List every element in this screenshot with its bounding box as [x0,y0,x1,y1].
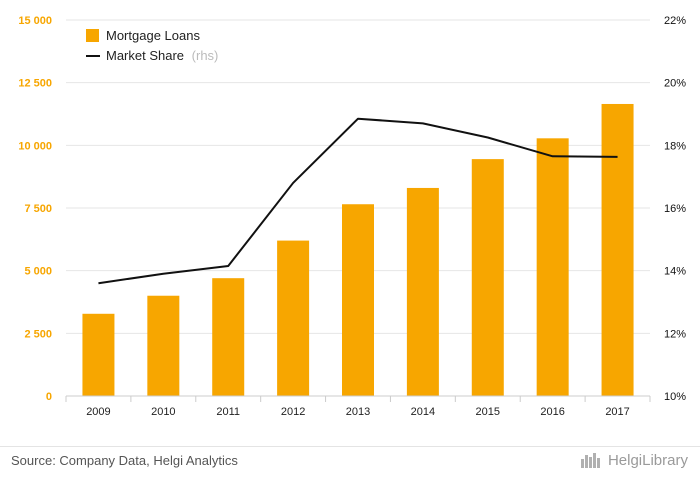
legend: Mortgage Loans Market Share (rhs) [86,28,218,63]
bar-2011 [212,278,245,396]
footer: Source: Company Data, Helgi Analytics He… [0,446,700,483]
legend-label-market-share-text: Market Share [106,48,184,63]
legend-label-market-share-suffix: (rhs) [192,48,219,63]
y-left-tick-label: 7 500 [24,203,52,215]
x-tick-label: 2017 [605,406,629,418]
x-tick-label: 2014 [411,406,435,418]
x-tick-label: 2016 [540,406,564,418]
legend-swatch-mortgage-loans [86,29,99,42]
y-right-tick-label: 20% [664,78,686,90]
y-left-tick-label: 5 000 [24,266,52,278]
x-tick-label: 2015 [476,406,500,418]
bar-2012 [277,240,310,396]
y-axis-left: 0 2 500 5 000 7 500 10 000 12 500 15 000 [18,15,52,403]
y-left-tick-label: 10 000 [18,140,52,152]
source-note: Source: Company Data, Helgi Analytics [11,453,238,468]
market-share-line [98,117,618,285]
legend-label-market-share: Market Share (rhs) [106,48,218,63]
bar-2010 [147,295,180,396]
brand-name: HelgiLibrary [607,451,688,469]
bar-2017 [601,103,634,397]
bar-2016 [536,138,569,396]
y-right-tick-label: 18% [664,140,686,152]
bar-2015 [471,159,504,396]
x-tick-label: 2010 [151,406,175,418]
bar-series-mortgage-loans [82,103,634,397]
y-right-tick-label: 14% [664,266,686,278]
y-right-tick-label: 12% [664,328,686,340]
y-right-tick-label: 10% [664,391,686,403]
x-tick-label: 2011 [216,406,240,418]
y-left-tick-label: 0 [46,391,52,403]
brand: HelgiLibrary [580,451,688,469]
x-tick-label: 2013 [346,406,370,418]
x-tick-label: 2012 [281,406,305,418]
y-left-tick-label: 12 500 [18,78,52,90]
y-right-tick-label: 16% [664,203,686,215]
bar-2013 [342,204,374,396]
y-right-tick-label: 22% [664,15,686,27]
bar-2014 [406,187,439,396]
y-left-tick-label: 2 500 [24,328,52,340]
line-series-market-share [98,117,618,285]
helgi-library-logo-icon [580,453,600,468]
chart: 0 2 500 5 000 7 500 10 000 12 500 15 000 10% 12… [18,15,686,418]
legend-label-mortgage-loans: Mortgage Loans [106,28,200,43]
bar-2009 [82,313,115,396]
y-left-tick-label: 15 000 [18,15,52,27]
x-tick-label: 2009 [86,406,110,418]
y-axis-right: 10% 12% 14% 16% 18% 20% 22% [664,15,686,403]
x-axis: 2009 2010 2011 2012 2013 2014 2015 2016 2017 [65,395,651,418]
